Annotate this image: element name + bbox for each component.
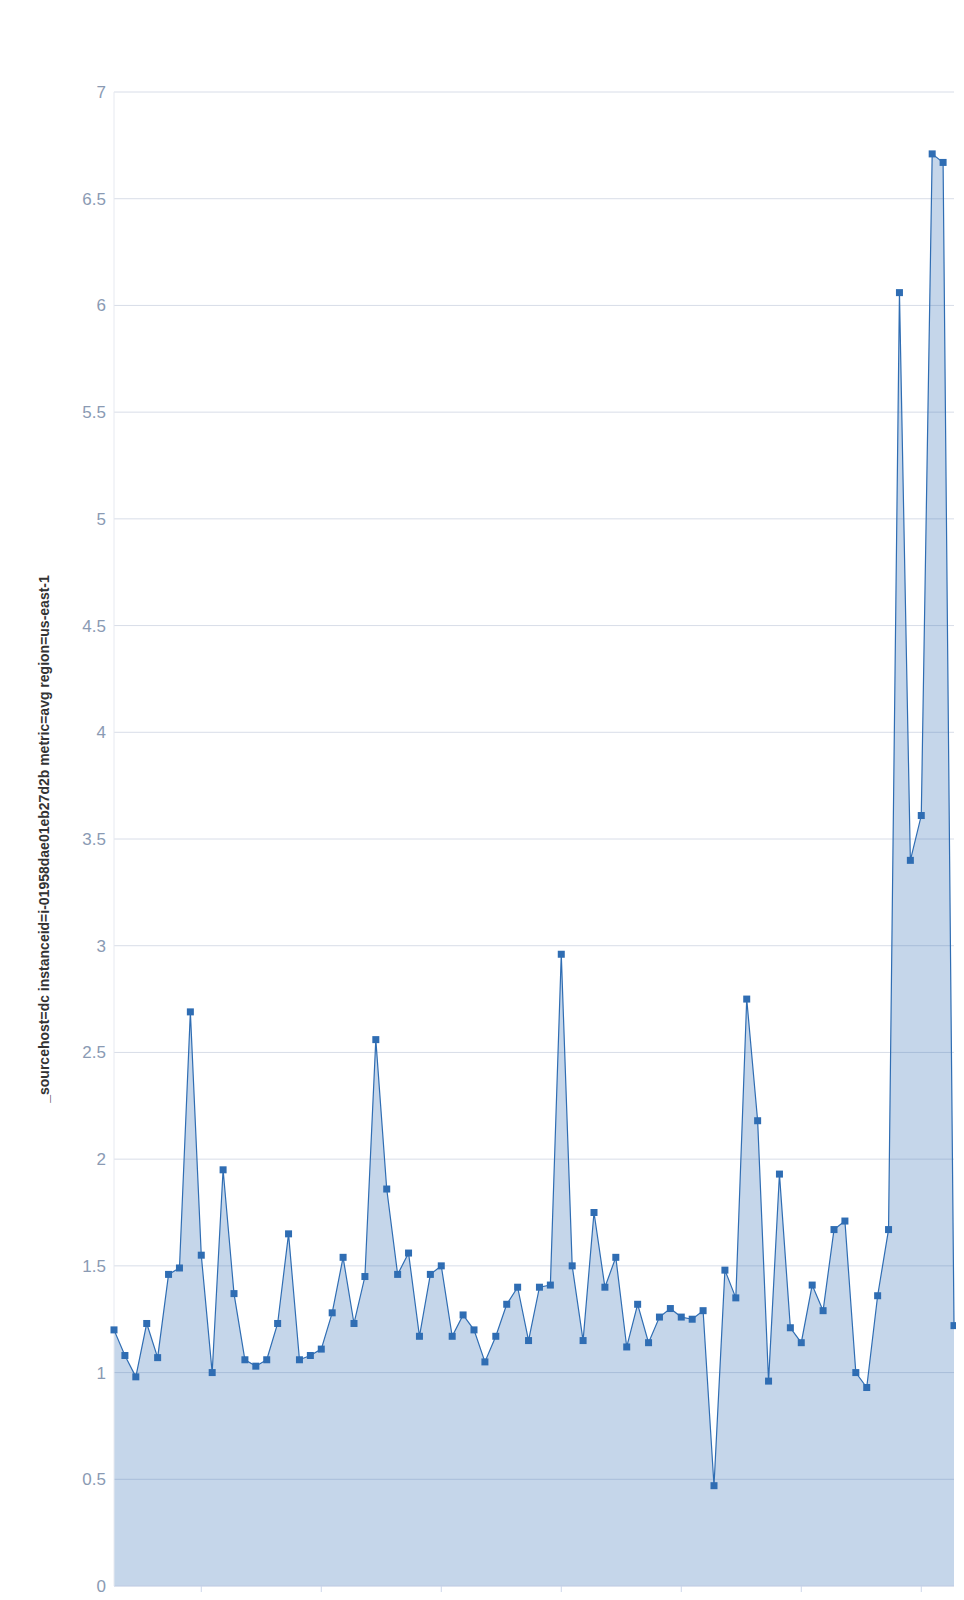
svg-text:4: 4 [97, 723, 106, 742]
svg-text:6.5: 6.5 [82, 190, 106, 209]
svg-text:3.5: 3.5 [82, 830, 106, 849]
svg-text:4.5: 4.5 [82, 617, 106, 636]
svg-text:1: 1 [97, 1364, 106, 1383]
svg-text:2: 2 [97, 1150, 106, 1169]
svg-text:0.5: 0.5 [82, 1470, 106, 1489]
svg-text:2.5: 2.5 [82, 1043, 106, 1062]
svg-text:1.5: 1.5 [82, 1257, 106, 1276]
svg-text:5.5: 5.5 [82, 403, 106, 422]
svg-text:5: 5 [97, 510, 106, 529]
svg-text:6: 6 [97, 296, 106, 315]
svg-text:_sourcehost=dc instanceid=i-01: _sourcehost=dc instanceid=i-01958dae01eb… [36, 575, 52, 1104]
svg-text:7: 7 [97, 83, 106, 102]
svg-text:0: 0 [97, 1577, 106, 1592]
svg-text:3: 3 [97, 937, 106, 956]
